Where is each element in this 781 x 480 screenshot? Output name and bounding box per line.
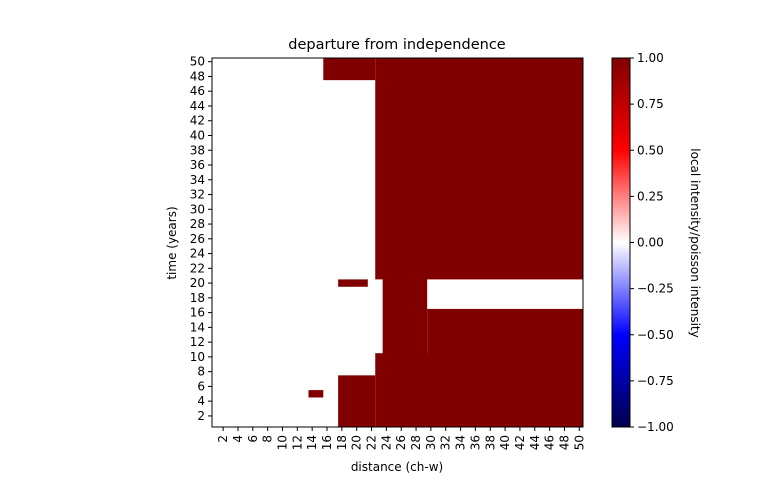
heatmap-cells — [212, 58, 583, 427]
colorbar-tick-label: 1.00 — [637, 51, 664, 65]
x-tick-label: 48 — [557, 435, 571, 450]
y-tick-label: 20 — [190, 276, 205, 290]
x-tick-label: 22 — [365, 435, 379, 450]
x-tick-label: 4 — [231, 435, 245, 443]
heatmap-region-4 — [382, 264, 428, 368]
y-tick-label: 18 — [190, 291, 205, 305]
x-tick-label: 2 — [216, 435, 230, 443]
colorbar-tick-label: 0.50 — [637, 143, 664, 157]
x-tick-label: 30 — [424, 435, 438, 450]
y-tick-label: 40 — [190, 128, 205, 142]
heatmap-region-7 — [323, 58, 376, 81]
x-tick-label: 26 — [394, 435, 408, 450]
colorbar-tick-label: 0.75 — [637, 97, 664, 111]
colorbar-tick-label: −0.50 — [637, 328, 674, 342]
x-tick-label: 16 — [320, 435, 334, 450]
y-tick-label: 16 — [190, 306, 205, 320]
x-tick-label: 20 — [350, 435, 364, 450]
y-tick-label: 28 — [190, 217, 205, 231]
y-tick-label: 36 — [190, 158, 205, 172]
x-tick-label: 8 — [261, 435, 275, 443]
x-tick-label: 6 — [246, 435, 260, 443]
y-tick-label: 2 — [197, 409, 205, 423]
y-tick-label: 24 — [190, 247, 205, 261]
x-tick-label: 12 — [290, 435, 304, 450]
y-tick-label: 44 — [190, 99, 205, 113]
y-tick-label: 26 — [190, 232, 205, 246]
y-tick-label: 50 — [190, 55, 205, 69]
y-tick-label: 14 — [190, 320, 205, 334]
x-tick-label: 28 — [409, 435, 423, 450]
x-tick-label: 24 — [379, 435, 393, 450]
y-tick-label: 10 — [190, 350, 205, 364]
x-tick-label: 10 — [275, 435, 289, 450]
y-tick-label: 6 — [197, 379, 205, 393]
chart-title: departure from independence — [288, 37, 506, 53]
colorbar-tick-label: −0.75 — [637, 374, 674, 388]
colorbar-tick-label: −0.25 — [637, 282, 674, 296]
x-tick-label: 32 — [439, 435, 453, 450]
y-tick-label: 8 — [197, 365, 205, 379]
x-tick-label: 46 — [543, 435, 557, 450]
heatmap-region-8 — [338, 279, 368, 287]
y-tick-label: 32 — [190, 188, 205, 202]
heatmap-region-5 — [427, 308, 583, 368]
x-tick-label: 38 — [483, 435, 497, 450]
colorbar-ticks: 1.00 0.75 0.50 0.25 0.00 −0.25 −0.50 −0.75 −1.00 — [630, 51, 674, 434]
heatmap-region-3 — [308, 390, 324, 398]
x-tick-label: 44 — [528, 435, 542, 450]
x-tick-label: 42 — [513, 435, 527, 450]
colorbar-tick-label: 0.00 — [637, 236, 664, 250]
y-tick-label: 42 — [190, 114, 205, 128]
y-tick-label: 38 — [190, 143, 205, 157]
y-axis-ticks: 2468101214161820222426283032343638404244… — [190, 55, 212, 423]
y-tick-label: 30 — [190, 202, 205, 216]
plot-frame — [211, 57, 584, 428]
heatmap-region-2 — [338, 375, 376, 427]
x-axis-ticks: 2 4 6 8 10 12 14 16 18 20 22 24 26 28 30 32 34 36 38 40 42 44… — [216, 427, 586, 450]
x-tick-label: 18 — [335, 435, 349, 450]
y-axis-label: time (years) — [165, 206, 179, 279]
colorbar-tick-label: 0.25 — [637, 189, 664, 203]
y-tick-label: 22 — [190, 261, 205, 275]
x-tick-label: 34 — [454, 435, 468, 450]
y-tick-label: 34 — [190, 173, 205, 187]
x-axis-label: distance (ch-w) — [351, 460, 443, 474]
x-tick-label: 36 — [468, 435, 482, 450]
y-tick-label: 12 — [190, 335, 205, 349]
x-tick-label: 50 — [572, 435, 586, 450]
y-tick-label: 48 — [190, 69, 205, 83]
y-tick-label: 46 — [190, 84, 205, 98]
colorbar-tick-label: −1.00 — [637, 420, 674, 434]
heatmap-region-6 — [375, 58, 583, 280]
x-tick-label: 40 — [498, 435, 512, 450]
x-tick-label: 14 — [305, 435, 319, 450]
colorbar — [611, 57, 631, 428]
colorbar-label: local intensity/poisson intensity — [688, 148, 702, 337]
y-tick-label: 4 — [197, 394, 205, 408]
